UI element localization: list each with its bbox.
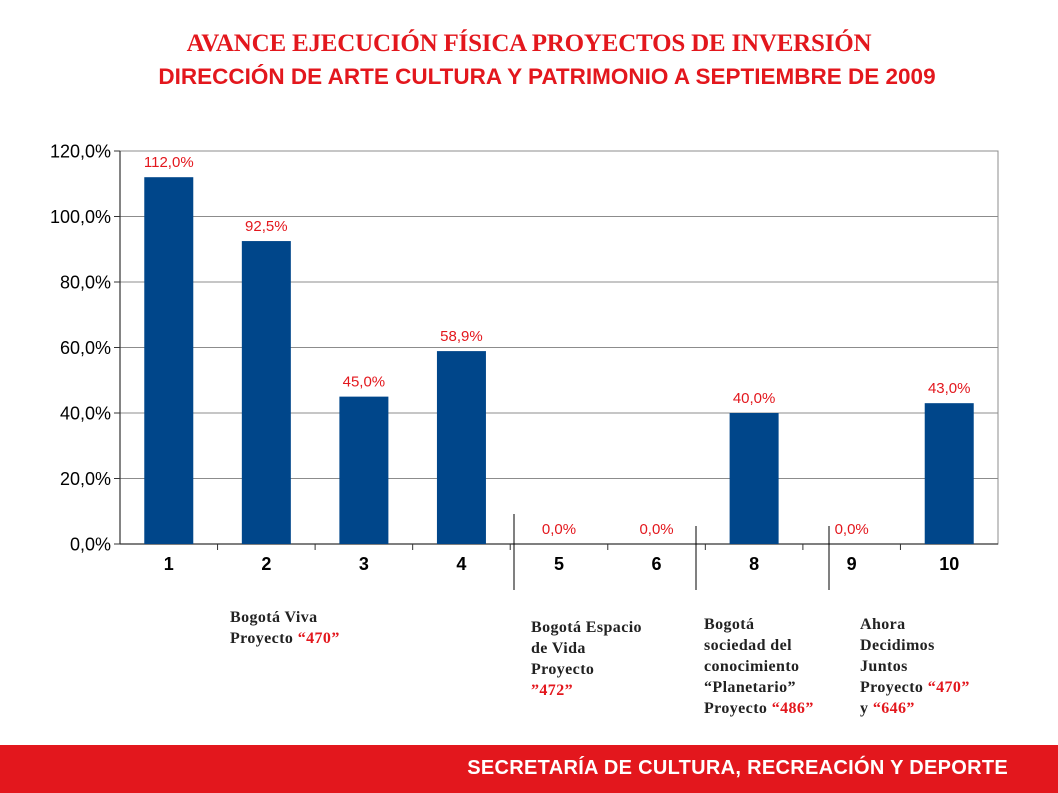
data-label: 0,0% (835, 521, 869, 538)
x-tick-label: 1 (164, 554, 174, 574)
x-tick-label: 9 (847, 554, 857, 574)
y-tick-label: 20,0% (60, 469, 111, 489)
bar (924, 403, 974, 544)
bar (729, 413, 779, 544)
x-tick-label: 3 (359, 554, 369, 574)
chart-title: AVANCE EJECUCIÓN FÍSICA PROYECTOS DE INV… (186, 30, 872, 57)
group-label-espacio-de-vida: Bogotá Espacio de Vida Proyecto ”472” (531, 619, 642, 699)
bar (339, 396, 389, 544)
x-tick-label: 6 (652, 554, 662, 574)
chart-subtitle: DIRECCIÓN DE ARTE CULTURA Y PATRIMONIO A… (158, 64, 936, 89)
footer-text: SECRETARÍA DE CULTURA, RECREACIÓN Y DEPO… (467, 757, 1008, 779)
data-label: 0,0% (639, 521, 673, 538)
footer-bar: SECRETARÍA DE CULTURA, RECREACIÓN Y DEPO… (0, 745, 1058, 793)
y-tick-label: 60,0% (60, 338, 111, 358)
group-label-sociedad-conocimiento: Bogotá sociedad del conocimiento “Planetari… (704, 616, 814, 717)
data-label: 0,0% (542, 521, 576, 538)
data-label: 40,0% (733, 390, 776, 407)
y-tick-label: 120,0% (50, 142, 111, 162)
bar (436, 351, 486, 544)
bar (241, 241, 291, 544)
y-tick-label: 40,0% (60, 404, 111, 424)
data-label: 45,0% (343, 374, 386, 391)
x-tick-label: 10 (939, 554, 959, 574)
x-tick-label: 5 (554, 554, 564, 574)
bar-chart: 0,0%20,0%40,0%60,0%80,0%100,0%120,0%112,… (50, 142, 999, 590)
data-label: 43,0% (928, 380, 971, 397)
x-tick-label: 8 (749, 554, 759, 574)
data-label: 112,0% (144, 154, 194, 171)
group-label-ahora-decidimos: Ahora Decidimos Juntos Proyecto “470” y “646… (860, 616, 970, 717)
data-label: 58,9% (440, 328, 483, 345)
data-label: 92,5% (245, 218, 288, 235)
y-tick-label: 100,0% (50, 207, 111, 227)
y-tick-label: 80,0% (60, 273, 111, 293)
x-tick-label: 4 (456, 554, 466, 574)
group-label-bogota-viva: Bogotá Viva Proyecto “470” (230, 609, 340, 647)
x-tick-label: 2 (261, 554, 271, 574)
bar (144, 177, 194, 544)
y-tick-label: 0,0% (70, 535, 111, 555)
